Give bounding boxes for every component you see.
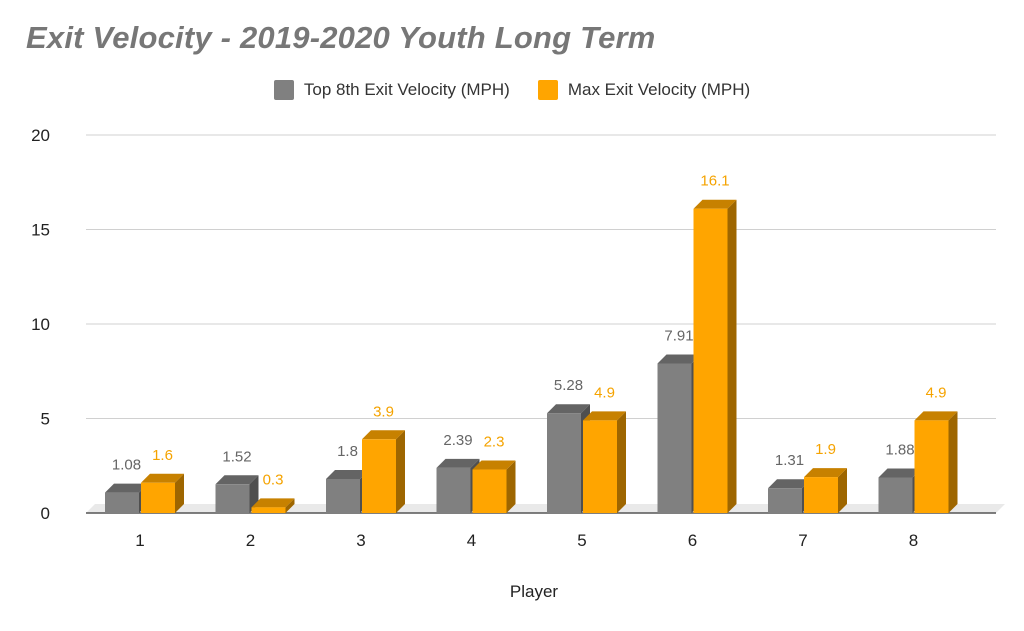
x-axis-title: Player <box>510 582 559 601</box>
data-label-max-player-8: 4.9 <box>926 384 947 401</box>
y-tick-label: 0 <box>41 504 50 523</box>
bar-max-player-3 <box>362 439 396 513</box>
bar-max-player-5 <box>583 420 617 513</box>
bar-top8-player-2 <box>215 484 250 513</box>
data-label-top8-player-2: 1.52 <box>222 448 251 465</box>
chart-title: Exit Velocity - 2019-2020 Youth Long Ter… <box>26 20 656 55</box>
bar-max-top-player-5 <box>583 411 626 421</box>
bar-top8-top-player-8 <box>878 468 922 478</box>
data-label-top8-player-4: 2.39 <box>443 432 472 449</box>
bar-top8-top-player-7 <box>768 479 811 489</box>
data-label-top8-player-6: 7.91 <box>664 328 693 345</box>
data-label-max-player-7: 1.9 <box>815 441 836 458</box>
data-label-top8-player-1: 1.08 <box>112 457 141 474</box>
bar-top8-player-8 <box>878 477 913 513</box>
bar-top8-top-player-5 <box>547 404 590 414</box>
bar-top8-player-4 <box>436 467 471 513</box>
bar-max-top-player-3 <box>362 430 405 440</box>
bar-max-side-player-6 <box>727 199 737 513</box>
bar-top8-top-player-3 <box>326 469 369 479</box>
data-label-max-player-3: 3.9 <box>373 403 394 420</box>
data-label-top8-player-5: 5.28 <box>554 377 583 394</box>
data-label-max-player-4: 2.3 <box>484 434 505 451</box>
bar-top8-player-3 <box>326 478 360 513</box>
bar-max-player-4 <box>472 469 507 513</box>
bar-max-player-8 <box>914 420 949 513</box>
data-label-max-player-2: 0.3 <box>263 471 284 488</box>
legend-swatch-top8 <box>273 80 294 100</box>
bar-max-top-player-7 <box>804 468 847 478</box>
bar-max-side-player-2 <box>285 498 295 513</box>
bar-max-player-2 <box>251 507 286 513</box>
bar-max-side-player-3 <box>396 430 405 513</box>
bar-max-player-7 <box>804 477 838 513</box>
x-tick-label-player-7: 7 <box>798 531 807 550</box>
bar-max-top-player-2 <box>251 498 295 508</box>
data-label-max-player-1: 1.6 <box>152 447 173 464</box>
y-tick-label: 15 <box>31 221 50 240</box>
data-label-max-player-5: 4.9 <box>594 384 615 401</box>
legend-label-top8: Top 8th Exit Velocity (MPH) <box>303 80 510 99</box>
x-tick-label-player-2: 2 <box>246 531 255 550</box>
data-label-top8-player-3: 1.8 <box>337 443 358 460</box>
bar-top8-top-player-2 <box>215 475 259 485</box>
x-tick-label-player-5: 5 <box>577 531 586 550</box>
bar-max-top-player-8 <box>914 411 958 421</box>
bar-max-side-player-5 <box>617 411 626 513</box>
data-label-top8-player-8: 1.88 <box>885 441 914 458</box>
legend: Top 8th Exit Velocity (MPH) Max Exit Vel… <box>0 80 1024 100</box>
bar-top8-top-player-6 <box>657 354 701 364</box>
bar-top8-top-player-1 <box>105 483 148 493</box>
legend-swatch-max <box>537 80 558 100</box>
data-label-top8-player-7: 1.31 <box>775 452 804 469</box>
x-tick-label-player-8: 8 <box>909 531 918 550</box>
bar-max-player-1 <box>141 482 175 513</box>
bar-top8-player-5 <box>547 413 581 513</box>
x-tick-label-player-4: 4 <box>467 531 476 550</box>
x-tick-label-player-1: 1 <box>135 531 144 550</box>
legend-label-max: Max Exit Velocity (MPH) <box>567 80 751 99</box>
bar-max-side-player-8 <box>948 411 958 513</box>
bar-max-side-player-7 <box>838 468 847 513</box>
bar-top8-player-1 <box>105 492 139 513</box>
bar-max-side-player-4 <box>506 460 516 513</box>
legend-item-max: Max Exit Velocity (MPH) <box>537 80 751 100</box>
bar-max-top-player-4 <box>472 460 516 470</box>
data-label-max-player-6: 16.1 <box>700 173 729 190</box>
bar-top8-top-player-4 <box>436 458 480 468</box>
bar-max-side-player-1 <box>175 473 184 513</box>
bar-max-top-player-6 <box>693 199 737 209</box>
x-tick-label-player-3: 3 <box>356 531 365 550</box>
bar-max-top-player-1 <box>141 473 184 483</box>
x-tick-label-player-6: 6 <box>688 531 697 550</box>
bar-top8-player-6 <box>657 363 692 513</box>
y-tick-label: 20 <box>31 126 50 145</box>
y-tick-label: 5 <box>41 410 50 429</box>
legend-item-top8: Top 8th Exit Velocity (MPH) <box>273 80 510 100</box>
y-tick-label: 10 <box>31 315 50 334</box>
bar-top8-player-7 <box>768 488 802 513</box>
bar-max-player-6 <box>693 208 728 513</box>
